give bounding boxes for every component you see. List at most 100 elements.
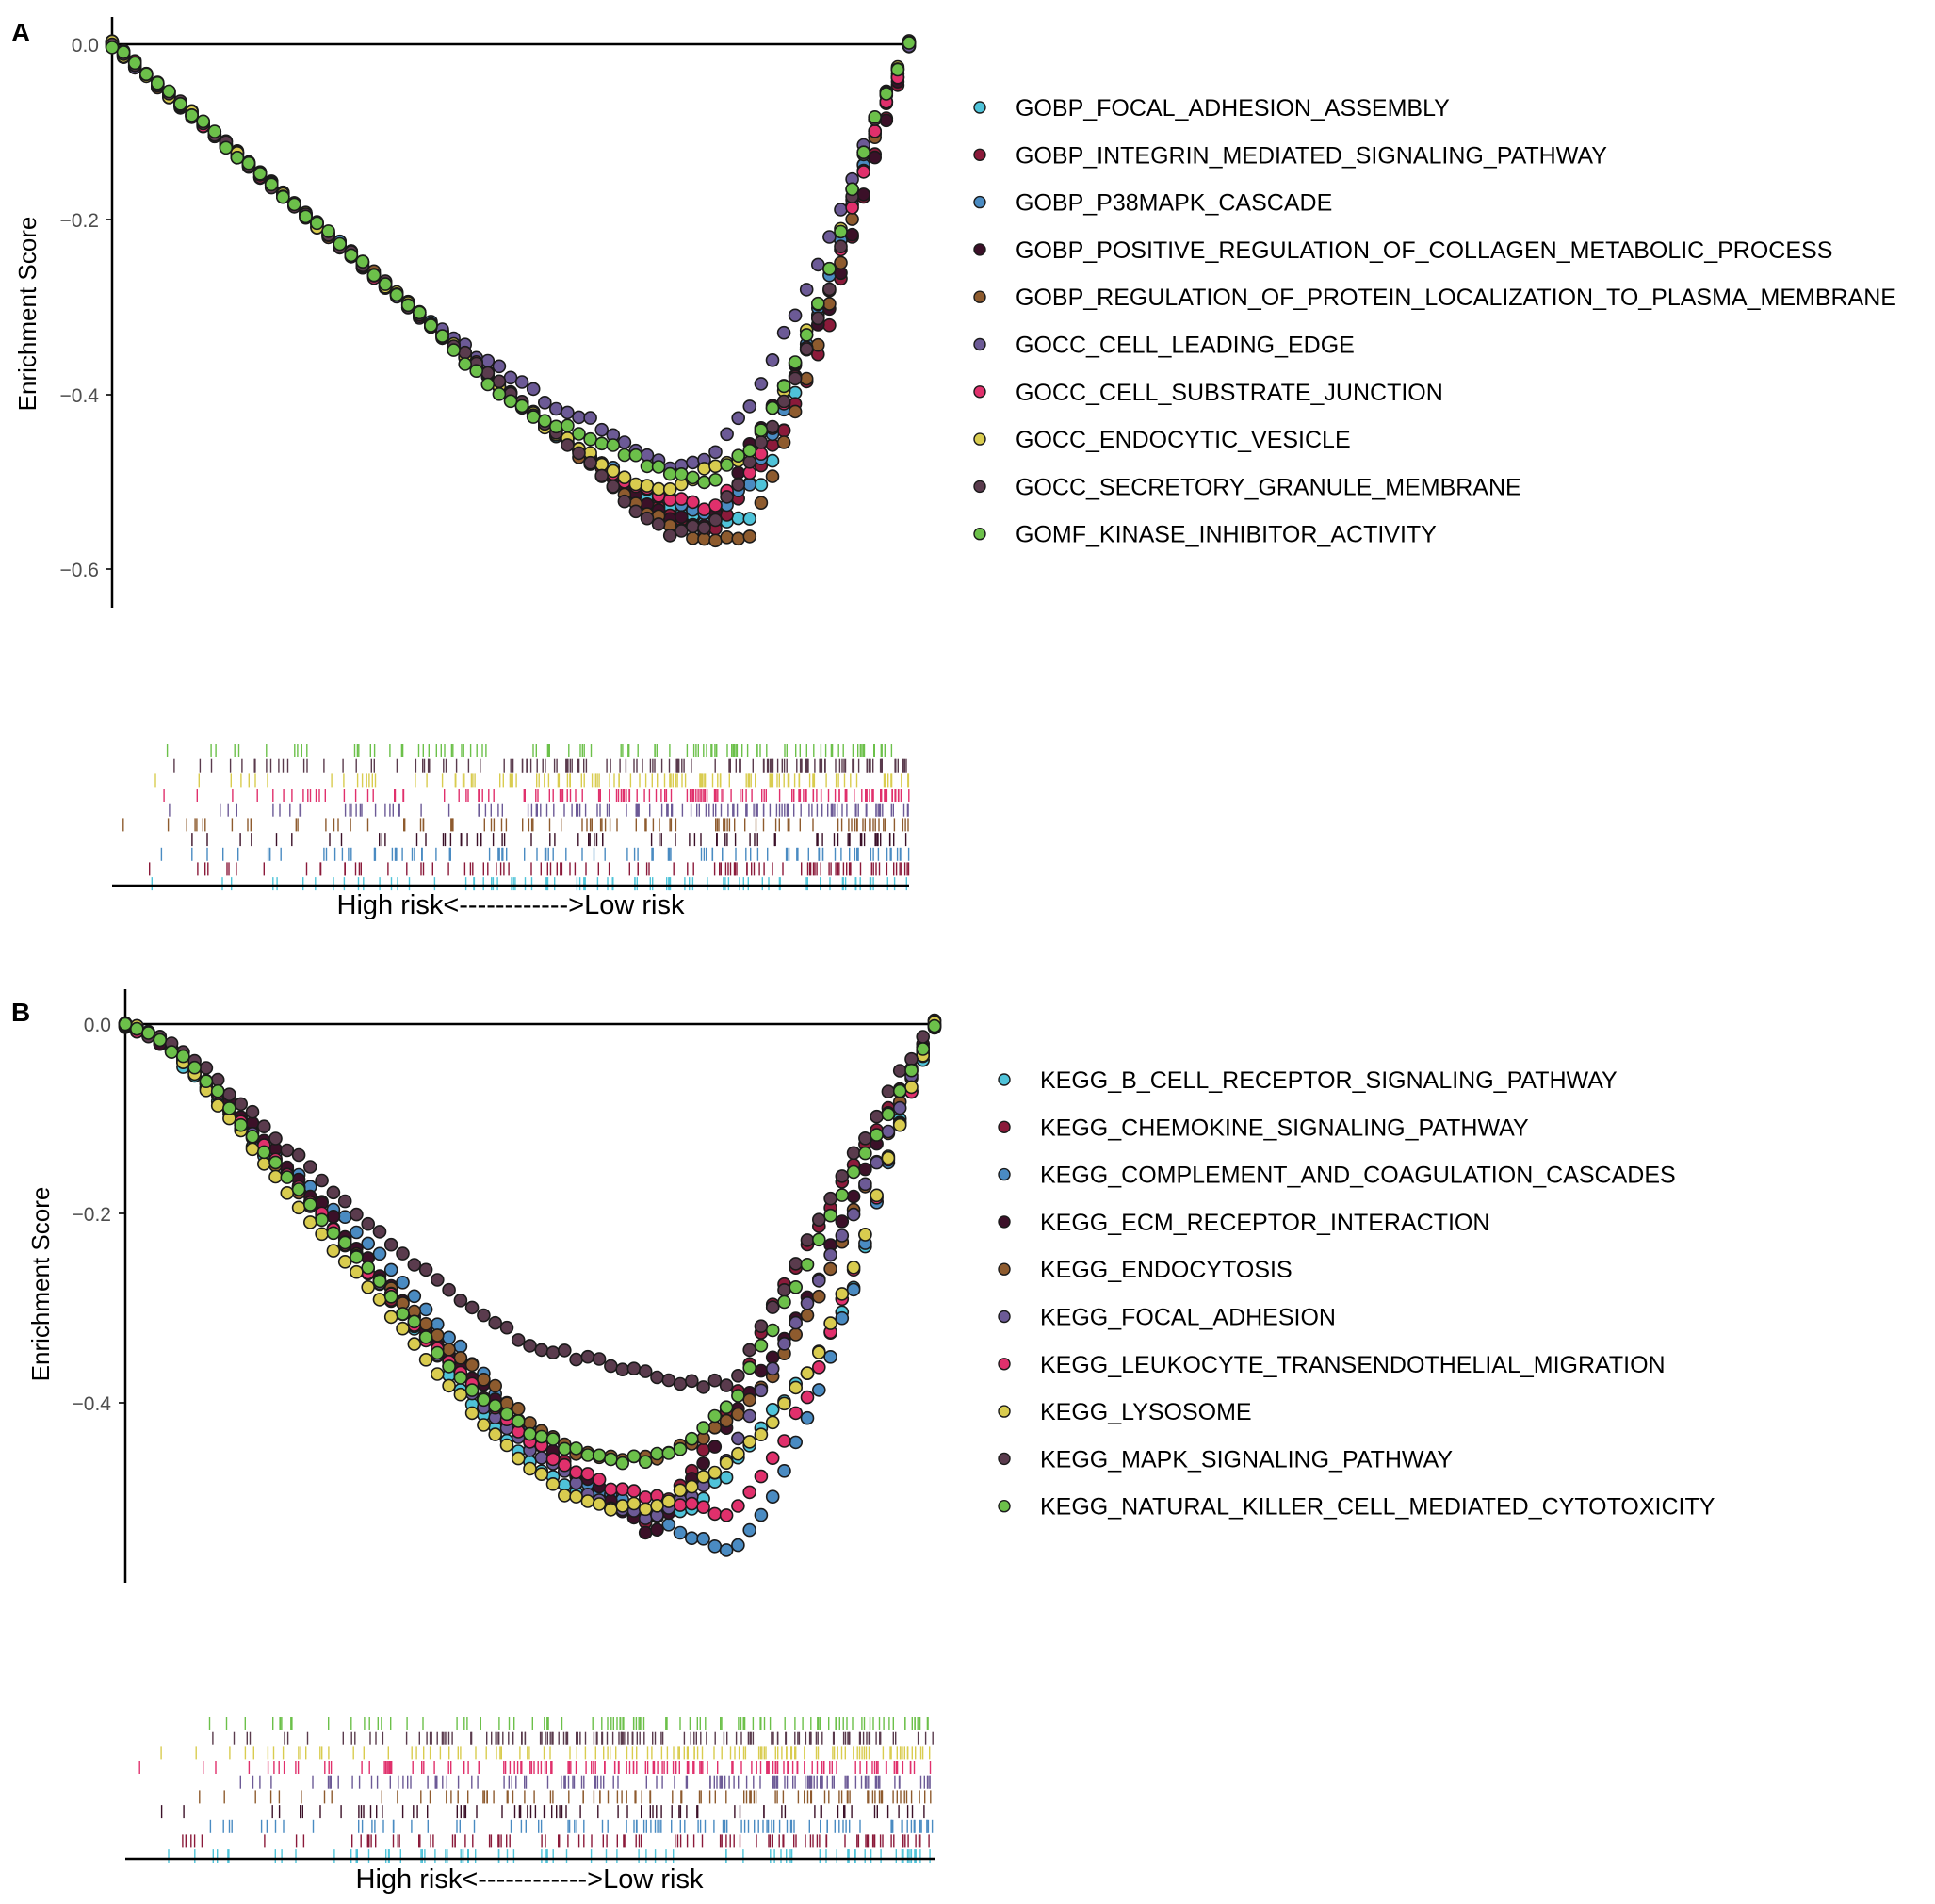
data-point: [765, 352, 780, 367]
data-point: [372, 1274, 387, 1289]
data-point: [594, 422, 610, 437]
data-point: [561, 405, 575, 420]
data-point: [477, 1373, 491, 1387]
data-point: [503, 394, 518, 409]
rug-kegg-natural-killer-cell-mediated-cytotoxicity: [208, 1717, 929, 1730]
rug-gobp-p38mapk-cascade: [160, 847, 910, 861]
legend-item-gobp-focal-adhesion-assembly: GOBP_FOCAL_ADHESION_ASSEMBLY: [973, 95, 1450, 122]
data-point: [430, 1367, 445, 1381]
legend-item-kegg-endocytosis: KEGG_ENDOCYTOSIS: [998, 1257, 1293, 1283]
legend-swatch: [998, 1452, 1011, 1466]
data-point: [742, 1408, 757, 1424]
data-point: [799, 342, 814, 356]
data-point: [823, 1208, 837, 1223]
data-point: [604, 1452, 618, 1467]
data-point: [430, 1345, 445, 1360]
panel-a-ytick-label: −0.2: [60, 210, 99, 232]
data-point: [731, 1538, 745, 1553]
data-point: [241, 155, 256, 171]
panel-b-yticks: 0.0 −0.2 −0.4: [73, 1015, 125, 1415]
data-point: [707, 1373, 723, 1388]
data-point: [720, 458, 734, 472]
data-point: [777, 1283, 791, 1297]
series-gomf-kinase-inhibitor-activity: [105, 36, 917, 490]
legend-swatch: [998, 1310, 1011, 1324]
rug-gocc-secretory-granule-membrane: [173, 758, 907, 773]
rug-gobp-regulation-of-protein-localization-to-plasma-membrane: [122, 818, 909, 832]
data-point: [222, 1101, 236, 1115]
data-point: [514, 375, 529, 389]
data-point: [537, 414, 552, 429]
data-point: [719, 1456, 734, 1470]
data-point: [628, 504, 643, 519]
data-point: [765, 1323, 780, 1338]
data-point: [892, 1117, 907, 1132]
data-point: [890, 62, 905, 77]
data-point: [534, 1343, 549, 1358]
data-point: [846, 1189, 861, 1204]
data-point: [606, 479, 621, 494]
data-point: [407, 1314, 422, 1329]
data-point: [350, 1207, 364, 1222]
data-point: [742, 443, 757, 458]
data-point: [789, 1435, 804, 1450]
data-point: [256, 1119, 271, 1133]
data-point: [650, 1522, 664, 1537]
data-point: [557, 1343, 572, 1358]
data-point: [776, 435, 791, 449]
data-point: [879, 87, 894, 101]
panel-a-plot-area: [105, 34, 917, 548]
panel-b-ytick-label: −0.4: [73, 1393, 112, 1415]
data-point: [765, 1361, 780, 1376]
panel-a-ytick-label: −0.4: [60, 385, 100, 407]
data-point: [731, 531, 746, 546]
legend-swatch: [998, 1167, 1011, 1181]
rug-gobp-integrin-mediated-signaling-pathway: [148, 862, 910, 876]
data-point: [731, 465, 746, 480]
legend-swatch: [973, 528, 986, 541]
data-point: [407, 1337, 422, 1351]
data-point: [742, 1392, 757, 1408]
data-point: [511, 1414, 526, 1428]
data-point: [835, 1310, 850, 1326]
data-point: [856, 165, 871, 179]
data-point: [823, 1247, 837, 1262]
data-point: [511, 1333, 526, 1347]
data-point: [858, 1162, 872, 1177]
data-point: [153, 1033, 168, 1048]
data-point: [870, 1188, 884, 1203]
data-point: [881, 1107, 896, 1122]
data-point: [606, 438, 621, 452]
data-point: [870, 1155, 884, 1170]
data-point: [916, 1042, 931, 1056]
legend-label: KEGG_COMPLEMENT_AND_COAGULATION_CASCADES: [1040, 1163, 1676, 1189]
data-point: [892, 1100, 907, 1115]
data-point: [583, 411, 597, 425]
data-point: [526, 382, 541, 397]
data-point: [823, 1261, 837, 1277]
legend-item-kegg-leukocyte-transendothelial-migration: KEGG_LEUKOCYTE_TRANSENDOTHELIAL_MIGRATIO…: [998, 1352, 1666, 1378]
data-point: [673, 1441, 688, 1456]
data-point: [511, 1451, 526, 1466]
data-point: [731, 1499, 745, 1513]
data-point: [686, 455, 700, 470]
data-point: [765, 469, 780, 483]
data-point: [811, 1212, 826, 1227]
data-point: [280, 1170, 295, 1184]
data-point: [396, 1307, 410, 1321]
data-point: [592, 1448, 607, 1463]
data-point: [337, 1194, 352, 1209]
data-point: [765, 1300, 780, 1314]
data-point: [315, 1173, 329, 1188]
data-point: [499, 1438, 514, 1453]
panel-a-ytick-label: −0.6: [60, 560, 99, 581]
data-point: [916, 1030, 931, 1044]
data-point: [822, 282, 837, 297]
data-point: [754, 377, 769, 391]
legend-item-gobp-integrin-mediated-signaling-pathway: GOBP_INTEGRIN_MEDIATED_SIGNALING_PATHWAY: [973, 142, 1607, 169]
data-point: [858, 1146, 872, 1161]
legend-swatch: [973, 385, 986, 399]
data-point: [904, 1080, 919, 1095]
data-point: [845, 227, 859, 242]
